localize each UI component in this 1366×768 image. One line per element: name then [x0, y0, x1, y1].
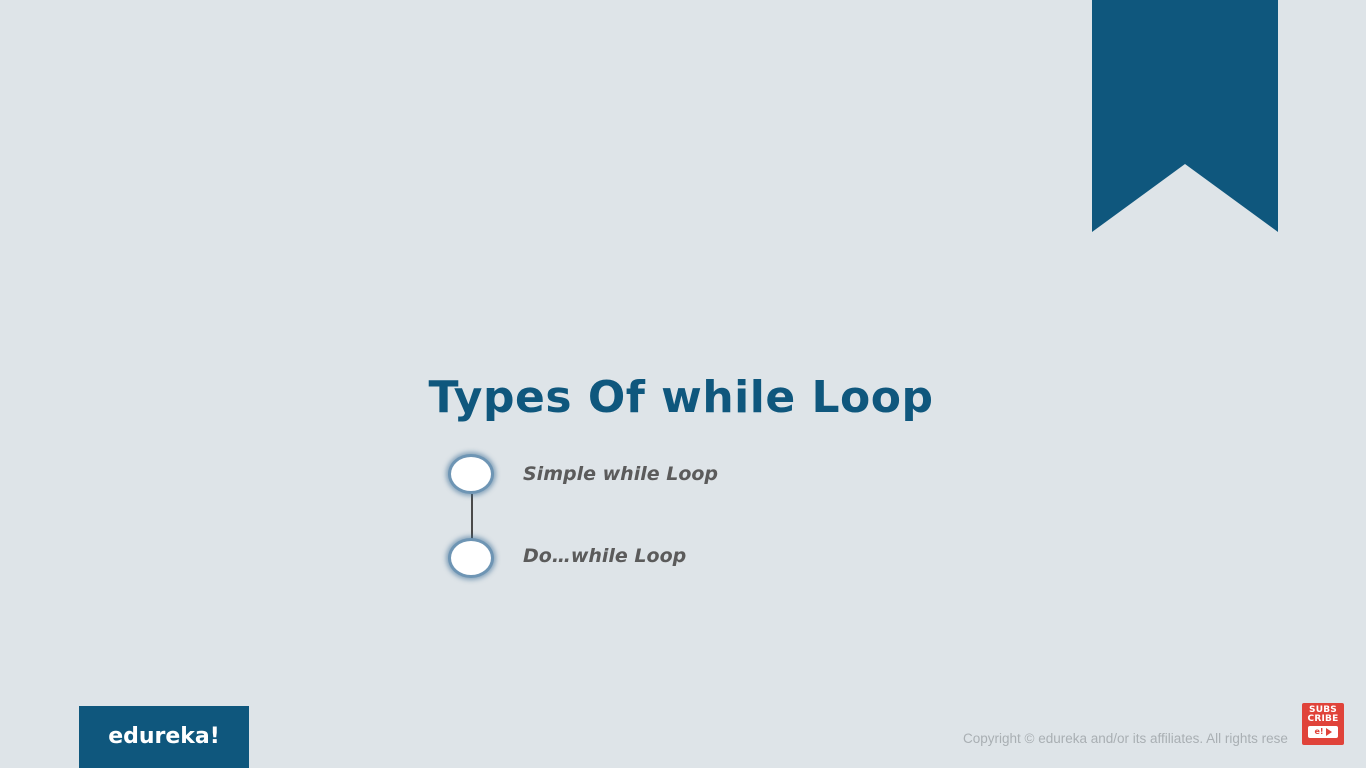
subscribe-label-line2: CRIBE — [1307, 714, 1339, 724]
subscribe-button[interactable]: SUBS CRIBE e! — [1302, 703, 1344, 745]
edureka-logo: edureka! — [79, 706, 249, 768]
timeline-connector — [471, 494, 473, 546]
bookmark-ribbon-icon — [1092, 0, 1278, 232]
list-item-do-while-loop: Do…while Loop — [523, 545, 687, 567]
subscribe-badge-text: e! — [1314, 727, 1324, 736]
play-icon — [1325, 728, 1332, 736]
list-item-simple-while-loop: Simple while Loop — [523, 463, 719, 485]
loop-types-list: Simple while Loop Do…while Loop — [446, 450, 766, 590]
subscribe-label-line1: SUBS — [1309, 705, 1337, 715]
logo-text: edureka! — [108, 723, 220, 749]
subscribe-badge: e! — [1308, 726, 1338, 738]
slide-title: Types Of while Loop — [0, 372, 1366, 423]
circle-node-icon — [448, 454, 494, 494]
copyright-notice: Copyright © edureka and/or its affiliate… — [963, 731, 1288, 746]
slide-title-text: Types Of while Loop — [428, 372, 934, 423]
circle-node-icon — [448, 538, 494, 578]
